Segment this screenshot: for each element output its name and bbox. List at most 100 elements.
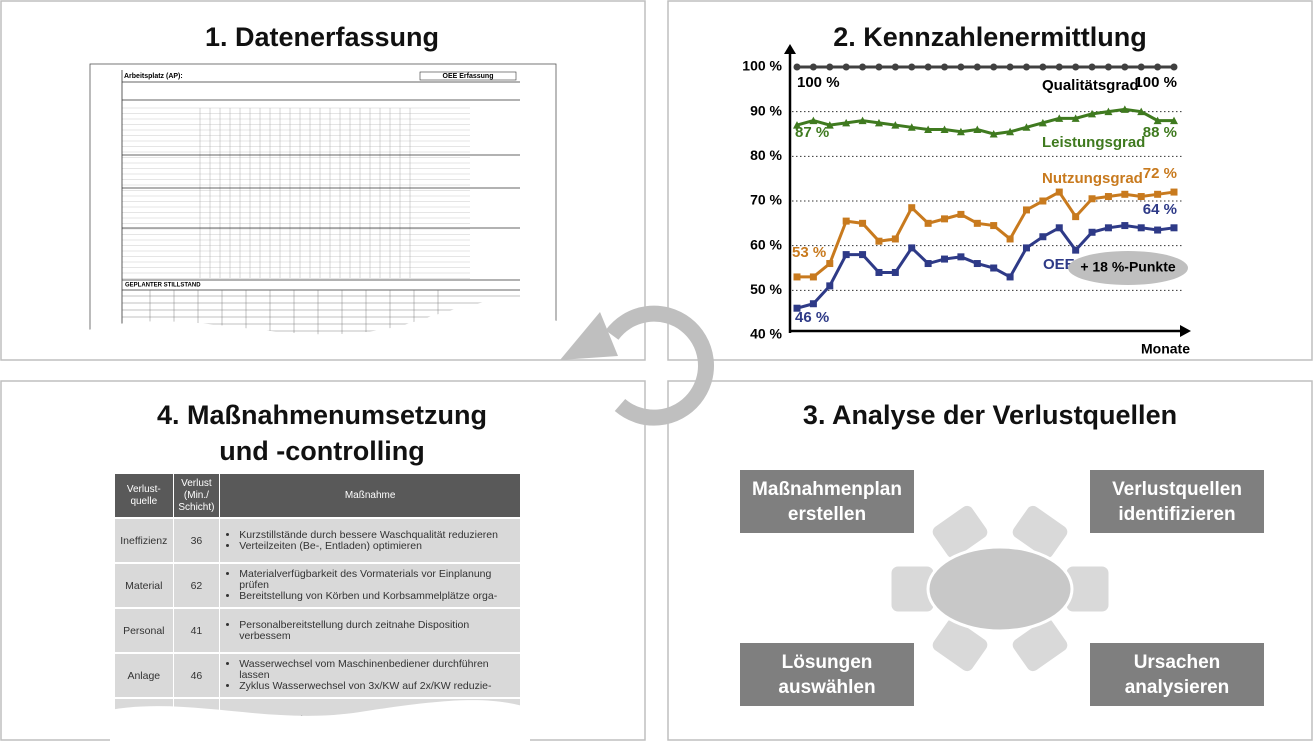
panel-title: und -controlling <box>219 436 424 466</box>
point <box>1170 116 1178 125</box>
action-box-label: Maßnahmenplan <box>752 479 902 500</box>
bullet-list: Materialverfügbarkeit des Vormaterials v… <box>221 569 519 602</box>
point <box>973 260 981 268</box>
panel-title: 4. Maßnahmenumsetzung <box>157 400 487 430</box>
data-label: 100 % <box>797 74 840 91</box>
torn-edge <box>110 700 530 744</box>
data-label: 88 % <box>1143 124 1177 141</box>
chair <box>929 502 991 562</box>
point <box>1072 246 1080 254</box>
point <box>1006 127 1015 136</box>
cell: 41 <box>173 607 221 653</box>
bullet-list: Kurzstillstände durch bessere Waschquali… <box>221 529 519 552</box>
point <box>1121 63 1129 71</box>
point <box>941 255 949 263</box>
header-cell: Verlust-quelle <box>115 474 174 518</box>
y-tick-label: 100 % <box>742 58 782 74</box>
y-tick-label: 80 % <box>750 147 782 163</box>
point <box>990 264 998 272</box>
action-box-label: Verlustquellen <box>1112 479 1242 500</box>
point <box>1121 222 1129 230</box>
header-text: (Min./ <box>183 489 209 501</box>
cell: Personalbereitstellung durch zeitnahe Di… <box>219 607 521 653</box>
form-title: Arbeitsplatz (AP): <box>124 73 183 80</box>
cell: 36 <box>173 517 221 563</box>
bullet-list: Personalbereitstellung durch zeitnahe Di… <box>221 619 519 642</box>
data-label: 64 % <box>1143 201 1177 218</box>
wave <box>110 700 530 744</box>
header-text: Verlust- <box>126 483 161 495</box>
point <box>1137 224 1145 232</box>
action-box-label: Lösungen <box>782 652 873 673</box>
point <box>1104 224 1112 232</box>
point <box>875 63 883 71</box>
point <box>1154 63 1162 71</box>
point <box>990 222 998 230</box>
point <box>1170 224 1178 232</box>
point <box>891 235 899 243</box>
point <box>1137 107 1146 116</box>
action-box-label: auswählen <box>778 677 875 698</box>
point <box>793 304 801 312</box>
form-box <box>419 71 517 81</box>
point <box>1006 273 1014 281</box>
cell: Anlage <box>115 652 174 698</box>
bullet: Verteilzeiten (Be-, Entladen) optimieren <box>239 540 519 552</box>
point <box>875 237 883 245</box>
point <box>859 251 867 259</box>
action-box <box>1090 470 1264 533</box>
y-tick-label: 90 % <box>750 102 782 118</box>
annotation: + 18 %-Punkte <box>1080 259 1176 275</box>
point <box>957 210 965 218</box>
point <box>891 268 899 276</box>
point <box>1039 233 1047 241</box>
point <box>1137 63 1145 71</box>
form-row-label: GEPLANTER STILLSTAND <box>125 283 201 289</box>
point <box>973 219 981 227</box>
cell: Personal <box>115 607 174 653</box>
point <box>1039 197 1047 205</box>
point <box>973 63 981 71</box>
data-label: 87 % <box>795 124 829 141</box>
point <box>924 63 932 71</box>
point <box>1170 188 1178 196</box>
point <box>990 63 998 71</box>
point <box>793 273 801 281</box>
panel <box>667 0 1313 361</box>
bullet: Bereitstellung von Körben und Korbsammel… <box>239 591 519 602</box>
point <box>875 268 883 276</box>
point <box>907 123 916 131</box>
point <box>1006 63 1014 71</box>
action-box <box>740 470 914 533</box>
point <box>924 125 933 134</box>
point <box>1104 193 1112 201</box>
x-axis-label: Monate <box>1141 341 1190 357</box>
point <box>1121 190 1129 198</box>
panel-title: 2. Kennzahlenermittlung <box>833 22 1147 52</box>
point <box>1071 114 1080 122</box>
point <box>973 125 982 134</box>
point <box>941 63 949 71</box>
panel-title: 3. Analyse der Verlustquellen <box>803 400 1177 430</box>
point <box>1022 63 1030 71</box>
point <box>1088 195 1096 203</box>
point <box>957 63 965 71</box>
point <box>1154 226 1162 234</box>
series-line <box>796 107 1174 136</box>
point <box>1104 107 1113 116</box>
point <box>1038 118 1047 127</box>
point <box>1137 193 1145 201</box>
bullet: Personalbereitstellung durch zeitnahe Di… <box>239 619 519 642</box>
point <box>859 219 867 227</box>
point <box>941 215 949 223</box>
point <box>842 217 850 225</box>
series-name: OEE <box>1043 256 1075 273</box>
point <box>1022 244 1030 252</box>
header-text: Verlust <box>181 477 212 489</box>
point <box>1072 63 1080 71</box>
action-box <box>740 643 914 706</box>
point <box>1072 213 1080 221</box>
form-heading: OEE Erfassung <box>443 73 494 80</box>
